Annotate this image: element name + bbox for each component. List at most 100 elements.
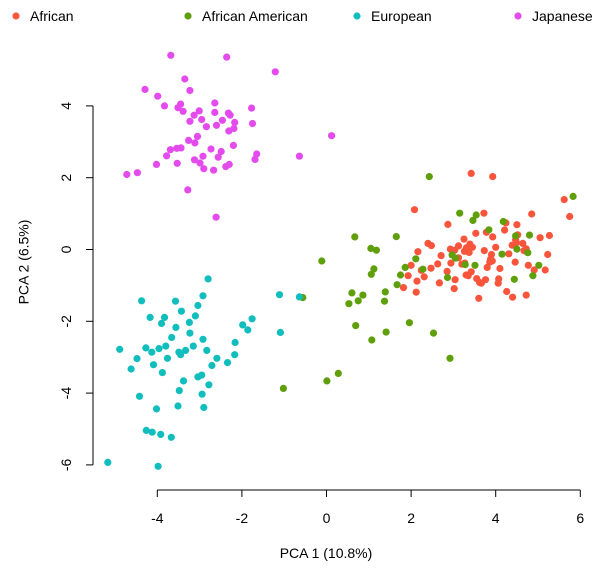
- point-african-american: [380, 297, 389, 305]
- point-european: [148, 428, 156, 436]
- point-european: [275, 291, 284, 299]
- point-european: [194, 301, 202, 310]
- point-japanese: [186, 117, 194, 125]
- point-european: [191, 312, 199, 320]
- point-african-american: [448, 251, 456, 259]
- point-european: [127, 365, 135, 373]
- point-african: [489, 173, 497, 181]
- point-african-american: [499, 217, 507, 226]
- y-tick-label: -6: [58, 458, 74, 471]
- x-axis-title: PCA 1 (10.8%): [280, 545, 373, 561]
- point-african: [464, 272, 472, 280]
- point-japanese: [248, 119, 257, 128]
- point-african-american: [359, 291, 367, 299]
- point-african: [407, 261, 415, 269]
- point-african-american: [279, 384, 287, 392]
- point-japanese: [217, 147, 225, 156]
- point-european: [244, 326, 252, 334]
- y-tick-label: 2: [58, 174, 74, 182]
- point-african-american: [485, 226, 493, 234]
- point-european: [155, 345, 163, 353]
- point-japanese: [211, 108, 219, 116]
- legend-marker: [184, 12, 192, 20]
- point-japanese: [163, 152, 171, 160]
- point-african: [492, 243, 500, 251]
- series-african: [399, 169, 574, 302]
- point-african: [444, 220, 452, 228]
- point-african-american: [511, 232, 520, 240]
- point-japanese: [198, 115, 206, 124]
- point-japanese: [207, 145, 215, 153]
- legend-label: Japanese: [532, 8, 593, 24]
- point-japanese: [225, 160, 233, 168]
- point-european: [160, 313, 169, 321]
- point-african: [410, 206, 419, 214]
- point-african: [544, 250, 552, 259]
- point-african-american: [525, 231, 534, 239]
- point-japanese: [248, 104, 256, 112]
- point-european: [149, 361, 158, 369]
- point-japanese: [229, 141, 237, 149]
- point-african-american: [381, 288, 389, 296]
- point-african-american: [393, 281, 401, 289]
- point-african: [519, 239, 527, 247]
- point-african-american: [354, 297, 362, 305]
- point-african: [414, 248, 422, 256]
- point-african-american: [469, 216, 477, 224]
- point-european: [182, 346, 190, 354]
- point-european: [208, 361, 216, 370]
- x-tick-label: 2: [407, 510, 415, 526]
- point-japanese: [231, 118, 239, 126]
- point-african-american: [367, 270, 375, 278]
- point-african-american: [405, 319, 413, 327]
- point-african: [467, 169, 475, 177]
- point-african: [443, 267, 451, 275]
- point-african: [530, 266, 538, 274]
- point-african-american: [529, 272, 537, 280]
- legend: African African American European Japanese: [12, 8, 593, 24]
- point-european: [157, 319, 166, 328]
- point-european: [142, 426, 150, 434]
- point-african: [399, 284, 408, 292]
- legend-marker: [514, 12, 522, 20]
- point-japanese: [230, 124, 238, 133]
- point-japanese: [186, 86, 194, 95]
- point-japanese: [191, 139, 199, 147]
- point-european: [116, 345, 124, 353]
- series-european: [104, 275, 303, 470]
- point-african-american: [392, 233, 400, 241]
- point-african: [524, 261, 532, 269]
- point-european: [203, 346, 211, 354]
- point-japanese: [181, 75, 189, 83]
- point-japanese: [173, 159, 181, 167]
- point-african: [450, 285, 458, 293]
- point-african-american: [367, 244, 375, 252]
- point-european: [163, 354, 172, 362]
- point-european: [239, 321, 247, 329]
- point-japanese: [226, 111, 234, 119]
- point-african-american: [318, 257, 326, 265]
- point-japanese: [210, 166, 218, 174]
- point-japanese: [123, 170, 131, 179]
- point-african-american: [429, 329, 438, 337]
- point-european: [167, 433, 175, 441]
- point-european: [194, 373, 202, 381]
- point-japanese: [174, 104, 182, 112]
- point-european: [152, 405, 161, 413]
- point-african: [566, 212, 574, 221]
- point-african: [427, 242, 435, 250]
- point-european: [295, 293, 303, 301]
- point-european: [231, 338, 239, 347]
- x-axis: -4 -2 0 2 4 6: [151, 489, 584, 526]
- legend-label: African American: [202, 8, 308, 24]
- point-african-american: [412, 255, 420, 263]
- point-african-american: [351, 233, 359, 241]
- legend-item-african-american: African American: [184, 8, 308, 24]
- point-african: [420, 273, 428, 281]
- series-african-american: [279, 173, 577, 392]
- point-japanese: [193, 132, 202, 140]
- point-african-american: [524, 249, 532, 257]
- point-african-american: [510, 275, 518, 283]
- point-african: [413, 277, 421, 285]
